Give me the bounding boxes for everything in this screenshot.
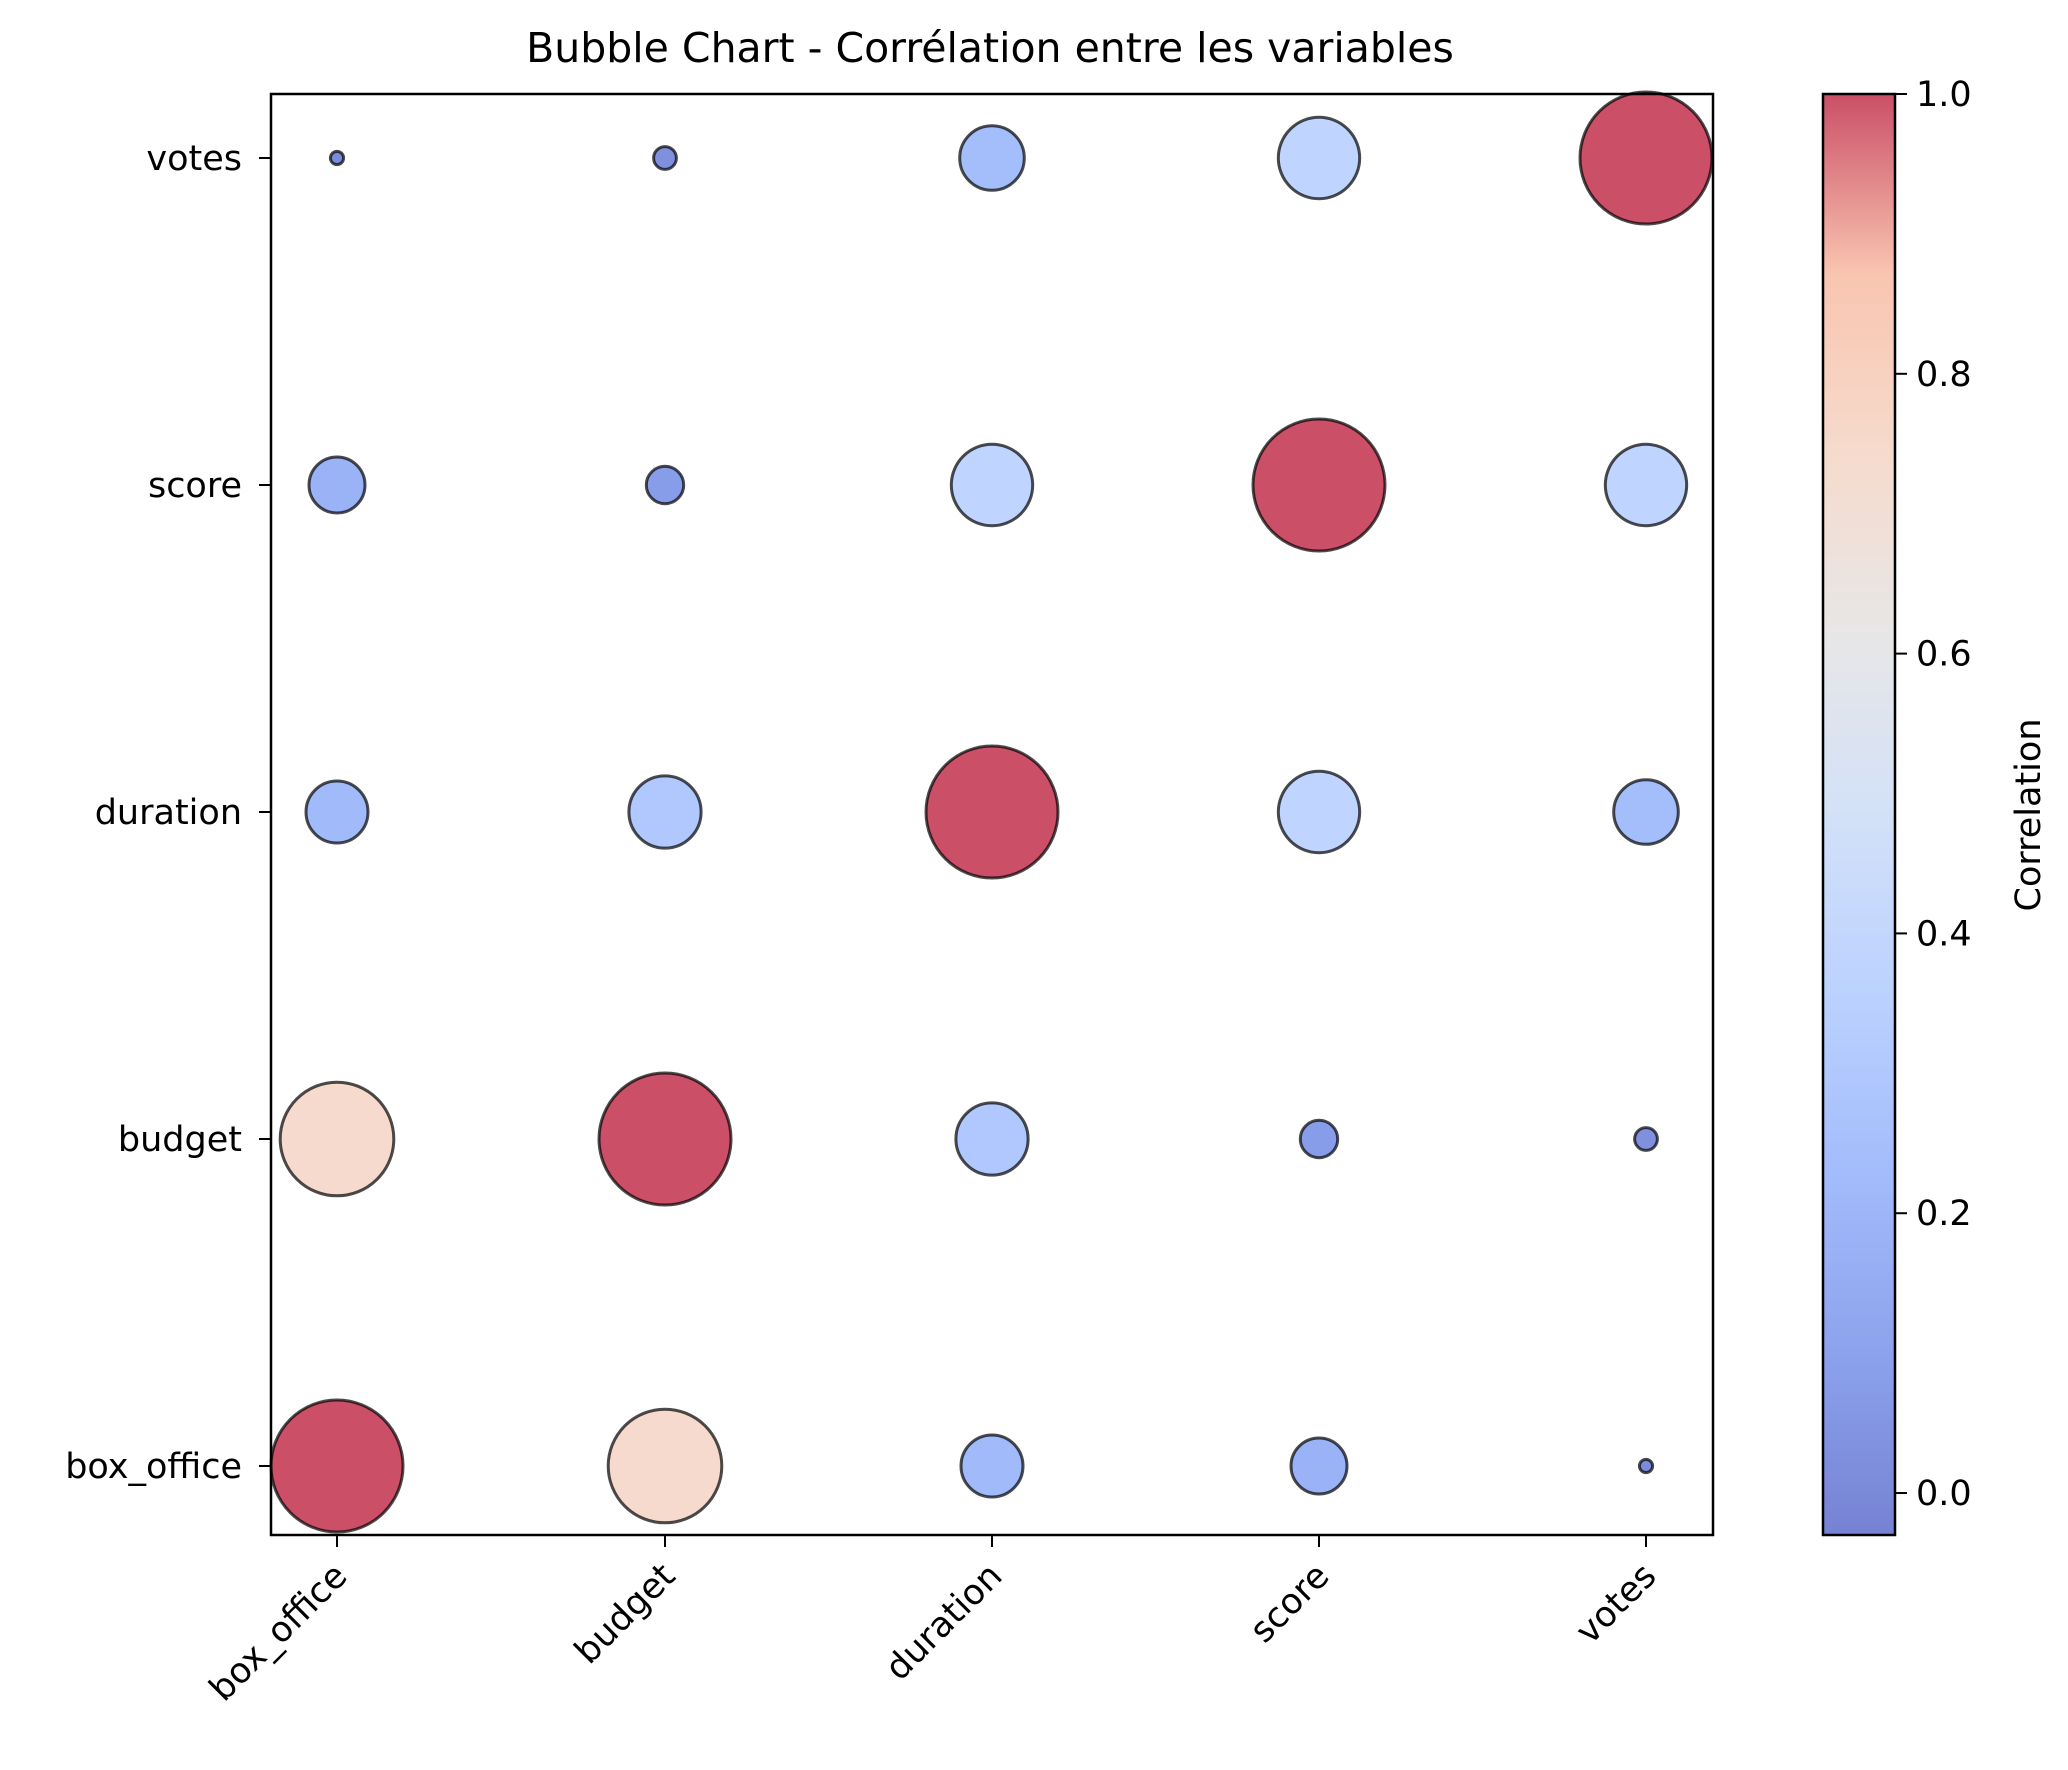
bubble-budget-budget: [597, 1071, 733, 1207]
bubble-score-score: [1251, 417, 1387, 553]
y-tick-label: box_office: [65, 1447, 242, 1487]
bubble-duration-votes: [1612, 778, 1680, 846]
bubble-votes-score: [1276, 115, 1362, 201]
y-axis: box_office budget duration score votes: [65, 139, 271, 1487]
bubble-votes-box_office: [328, 149, 346, 167]
bubble-layer: [269, 90, 1714, 1534]
y-tick-label: votes: [146, 139, 242, 179]
x-tick-label: votes: [1568, 1556, 1664, 1652]
bubble-duration-budget: [627, 774, 703, 850]
colorbar-tick-label: 1.0: [1916, 75, 1972, 115]
colorbar-tick-label: 0.6: [1916, 635, 1972, 675]
bubble-votes-budget: [652, 145, 678, 171]
bubble-budget-score: [1298, 1118, 1340, 1160]
chart-title: Bubble Chart - Corrélation entre les var…: [526, 24, 1454, 72]
bubble-budget-box_office: [278, 1080, 396, 1198]
x-axis: box_office budget duration score votes: [202, 1535, 1664, 1709]
y-tick-label: budget: [118, 1120, 242, 1160]
bubble-box_office-votes: [1637, 1457, 1655, 1475]
bubble-duration-score: [1276, 769, 1362, 855]
x-tick-label: box_office: [202, 1556, 355, 1709]
colorbar: 0.0 0.2 0.4 0.6 0.8 1.0 Correlation: [1821, 75, 2049, 1537]
colorbar-tick-label: 0.0: [1916, 1474, 1972, 1514]
bubble-score-budget: [644, 464, 686, 506]
bubble-box_office-duration: [959, 1433, 1025, 1499]
colorbar-tick-label: 0.2: [1916, 1194, 1972, 1234]
bubble-box_office-box_office: [269, 1398, 405, 1534]
bubble-box_office-score: [1289, 1436, 1349, 1496]
y-tick-label: duration: [95, 793, 242, 833]
bubble-votes-votes: [1578, 90, 1714, 226]
bubble-budget-votes: [1633, 1126, 1659, 1152]
bubble-budget-duration: [954, 1101, 1030, 1177]
colorbar-gradient: [1823, 94, 1895, 1535]
colorbar-tick-label: 0.8: [1916, 355, 1972, 395]
colorbar-tick-label: 0.4: [1916, 914, 1972, 954]
colorbar-label: Correlation: [2009, 719, 2049, 912]
bubble-duration-box_office: [304, 779, 370, 845]
bubble-score-duration: [949, 442, 1035, 528]
x-tick-label: duration: [878, 1556, 1010, 1688]
bubble-score-votes: [1603, 442, 1689, 528]
bubble-duration-duration: [924, 744, 1060, 880]
y-tick-label: score: [148, 466, 242, 506]
bubble-votes-duration: [958, 124, 1026, 192]
colorbar-ticks: 0.0 0.2 0.4 0.6 0.8 1.0: [1895, 75, 1972, 1514]
bubble-score-box_office: [307, 455, 367, 515]
x-tick-label: budget: [567, 1556, 683, 1672]
colorbar-frame: [1821, 92, 1897, 1537]
x-tick-label: score: [1243, 1556, 1338, 1651]
bubble-box_office-budget: [606, 1407, 724, 1525]
